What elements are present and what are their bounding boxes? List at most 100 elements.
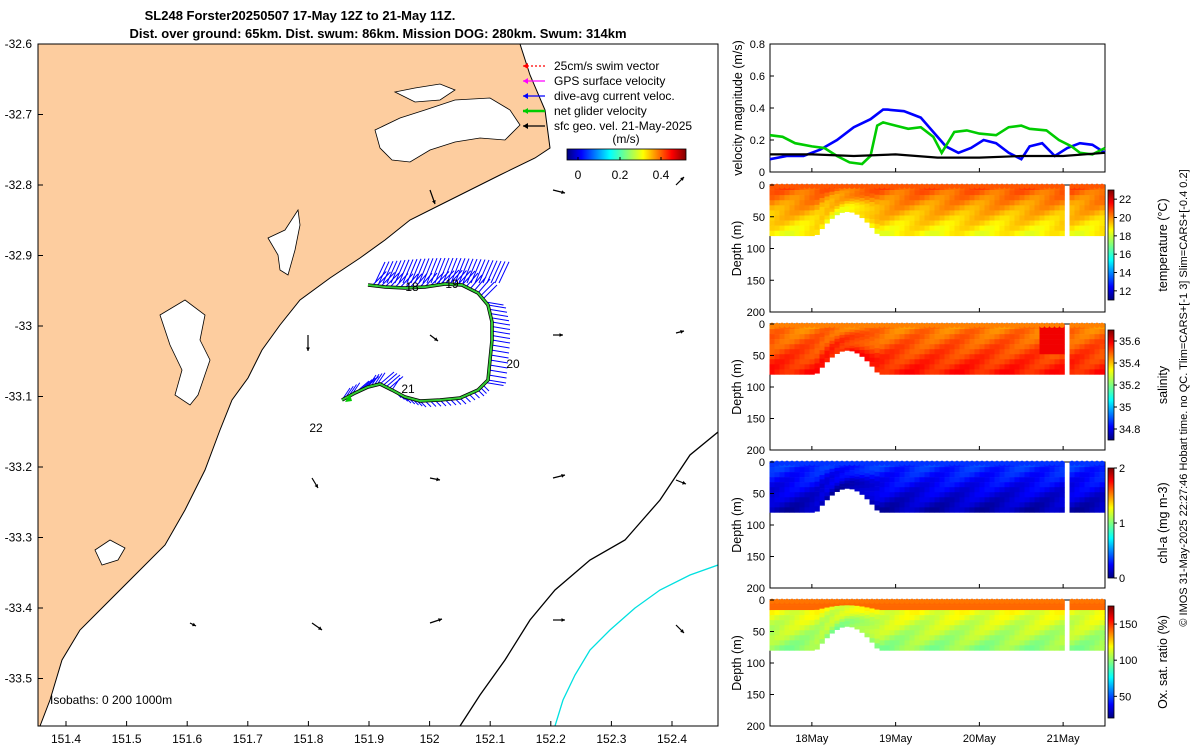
section-cell [899,334,905,340]
section-cell [944,620,950,626]
section-cell [954,210,960,216]
section-cell [1014,620,1020,626]
section-cell [1009,225,1015,232]
section-cell [969,630,975,636]
section-cell [794,215,800,221]
section-cell [839,464,845,468]
section-cell [829,337,835,341]
section-cell [814,639,820,645]
section-cell [1004,205,1010,211]
section-cell [949,364,955,370]
section-cell [844,467,850,471]
section-cell [789,200,795,206]
section-cell [974,339,980,345]
section-cell [834,335,840,340]
depth-tick-label: 0 [759,319,765,331]
section-cell [1004,620,1010,626]
section-cell [799,502,805,508]
section-cell [1004,477,1010,483]
section-cell [859,609,865,614]
section-cell [954,220,960,226]
section-cell [784,339,790,345]
section-cell [909,225,915,232]
section-cell [824,215,830,220]
section-cell [909,635,915,641]
section-cell [1054,630,1060,636]
section-cell [1079,359,1085,365]
section-cell [1054,477,1060,483]
section-cell [774,195,780,201]
section-cell [914,220,920,226]
section-cell [874,199,880,205]
section-cell [1039,230,1045,237]
section-cell [939,369,945,375]
section-cell [884,225,890,232]
section-cell [819,634,825,640]
current-vector [450,258,462,284]
section-cell [854,196,860,200]
section-cell [854,614,860,618]
section-cell [939,492,945,498]
section-cell [799,497,805,503]
section-cell [1029,615,1035,621]
section-cell [809,339,815,345]
section-cell [914,610,920,616]
section-cell [909,610,915,616]
section-cell [849,187,855,191]
section-cell [869,638,875,643]
sfc-velocity-arrowhead [680,177,684,181]
section-cell [919,507,925,513]
section-cell [1004,645,1010,651]
section-cell [849,608,855,612]
section-cell [1099,339,1105,345]
section-cell [1004,502,1010,508]
section-cell [934,200,940,206]
section-cell [1014,344,1020,350]
section-cell [1034,482,1040,488]
section-cell [954,605,960,611]
section-cell [959,497,965,503]
surface-sample [1039,598,1045,604]
section-cell [789,630,795,636]
section-cell [984,640,990,646]
section-cell [789,610,795,616]
section-cell [929,334,935,340]
surface-sample [949,322,955,328]
section-cell [969,477,975,483]
section-cell [954,620,960,626]
section-cell [769,605,775,611]
section-cell [844,198,850,202]
surface-sample [959,322,965,328]
section-cell [904,492,910,498]
section-cell [804,329,810,335]
section-cell [859,478,865,482]
section-cell [799,610,805,616]
sfc-velocity-arrows [189,176,687,634]
section-cell [794,225,800,232]
section-cell [919,482,925,488]
section-cell [1089,502,1095,508]
section-cell [1094,635,1100,641]
section-cell [1024,605,1030,611]
surface-sample [954,598,960,604]
section-cell [919,190,925,196]
legend-entry-3: net glider velocity [554,104,647,118]
section-cell [894,354,900,360]
section-cell [814,194,820,201]
surface-sample [994,598,1000,604]
surface-sample [834,598,840,604]
section-cell [1029,625,1035,631]
section-cell [1009,497,1015,503]
section-cell [814,481,820,487]
section-cell [889,487,895,493]
section-cell [874,609,880,615]
section-cell [889,497,895,503]
section-cell [959,620,965,626]
section-cell [1014,497,1020,503]
section-cell [1004,349,1010,355]
section-cell [1014,610,1020,616]
surface-sample [849,460,855,466]
current-vector [434,257,446,284]
section-cell [1084,349,1090,355]
section-cell [919,230,925,237]
